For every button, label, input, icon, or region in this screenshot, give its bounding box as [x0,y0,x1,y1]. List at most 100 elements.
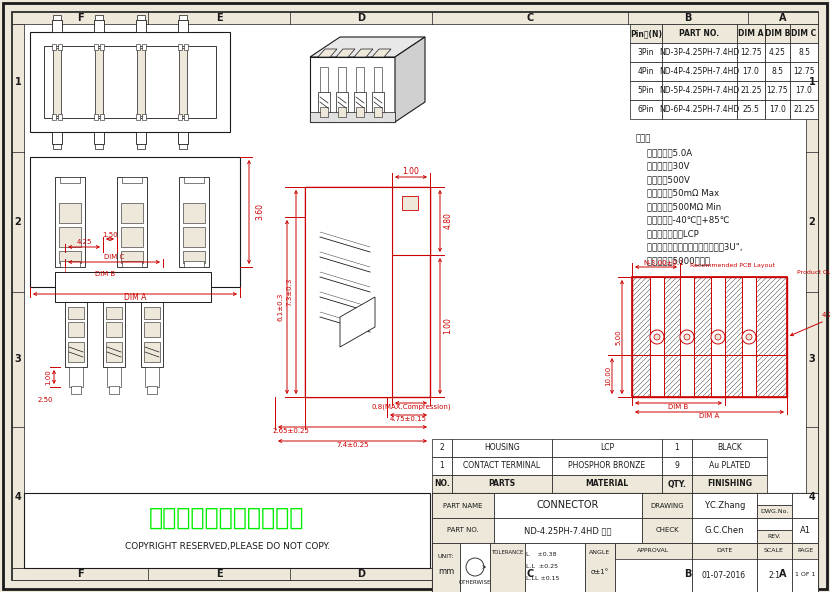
Bar [53,15,61,20]
Bar [95,15,103,20]
Bar [737,24,765,43]
Bar [183,227,205,247]
Bar [552,457,662,475]
Text: Au PLATED: Au PLATED [709,462,750,471]
Text: MATERIAL: MATERIAL [585,480,628,488]
Bar [103,302,125,367]
Circle shape [742,330,756,344]
Bar [374,67,382,92]
Circle shape [680,330,694,344]
Polygon shape [310,57,395,122]
Bar [711,277,725,397]
Text: 塑件（材质）：LCP: 塑件（材质）：LCP [636,229,699,238]
Text: 21.25: 21.25 [740,86,762,95]
Bar [184,177,204,183]
Circle shape [654,334,660,340]
Polygon shape [354,49,373,57]
Bar [183,251,205,263]
Text: 工作温度：-40℃～+85℃: 工作温度：-40℃～+85℃ [636,215,730,224]
Bar [790,100,818,119]
Text: 2:1: 2:1 [768,571,780,580]
Bar [630,43,662,62]
Bar [136,114,140,120]
Text: PART NO.: PART NO. [680,29,720,38]
Text: 21.25: 21.25 [793,105,815,114]
Bar [52,114,56,120]
Bar [692,457,767,475]
Text: 接触电阻：50mΩ Max: 接触电阻：50mΩ Max [636,188,719,198]
Bar [757,518,792,530]
Bar [494,518,642,543]
Bar [100,114,104,120]
Bar [68,322,84,337]
Text: 7.4±0.25: 7.4±0.25 [336,442,369,448]
Text: Pin数(N): Pin数(N) [630,29,662,38]
Text: QTY.: QTY. [667,480,686,488]
Bar [71,386,81,394]
Text: 性能：: 性能： [636,134,652,143]
Text: 耐电压：500V: 耐电压：500V [636,175,690,184]
Text: 1: 1 [440,462,444,471]
Bar [372,92,384,122]
Bar [106,307,122,319]
Bar [356,107,364,117]
Bar [432,493,818,592]
Bar [147,386,157,394]
Text: DIM A: DIM A [700,413,720,419]
Text: 17.0: 17.0 [769,105,786,114]
Text: DATE: DATE [715,549,732,554]
Bar [630,81,662,100]
Bar [432,543,460,592]
Text: ND-4P-4.25PH-7.4HD: ND-4P-4.25PH-7.4HD [659,67,740,76]
Bar [144,322,160,337]
Bar [757,530,792,543]
Text: 4.80: 4.80 [443,213,452,230]
Text: L    ±0.38: L ±0.38 [526,552,556,558]
Bar [662,457,692,475]
Circle shape [715,334,721,340]
Text: 4: 4 [15,493,22,503]
Text: 3: 3 [808,355,815,365]
Polygon shape [340,297,375,347]
Bar [100,44,104,50]
Bar [737,43,765,62]
Text: Product Outline: Product Outline [797,269,830,275]
Text: 4.75±0.15: 4.75±0.15 [390,416,427,422]
Bar [792,543,818,559]
Bar [68,342,84,362]
Bar [136,20,146,32]
Bar [432,475,452,493]
Bar [178,114,182,120]
Bar [12,12,818,24]
Bar [792,518,818,543]
Bar [765,100,790,119]
Bar [630,62,662,81]
Text: 1.00: 1.00 [45,369,51,385]
Bar [318,92,330,122]
Circle shape [684,334,690,340]
Bar [494,493,642,518]
Bar [30,157,240,287]
Text: APPROVAL: APPROVAL [637,549,669,554]
Bar [692,493,757,518]
Bar [55,272,211,302]
Bar [632,277,787,397]
Text: 10.00: 10.00 [605,366,611,386]
Bar [806,24,818,568]
Text: 5.00: 5.00 [615,329,621,345]
Text: 德: 德 [111,346,169,439]
Bar [490,543,525,592]
Bar [642,518,692,543]
Text: 6.1±0.3: 6.1±0.3 [277,293,283,321]
Text: B: B [684,13,691,23]
Text: UNIT:: UNIT: [437,555,454,559]
Text: E: E [216,569,222,579]
Bar [338,67,346,92]
Bar [184,44,188,50]
Bar [94,132,104,144]
Text: 9: 9 [675,462,680,471]
Circle shape [466,558,484,576]
Bar [585,543,615,592]
Bar [121,227,143,247]
Text: DWG.No.: DWG.No. [760,509,788,514]
